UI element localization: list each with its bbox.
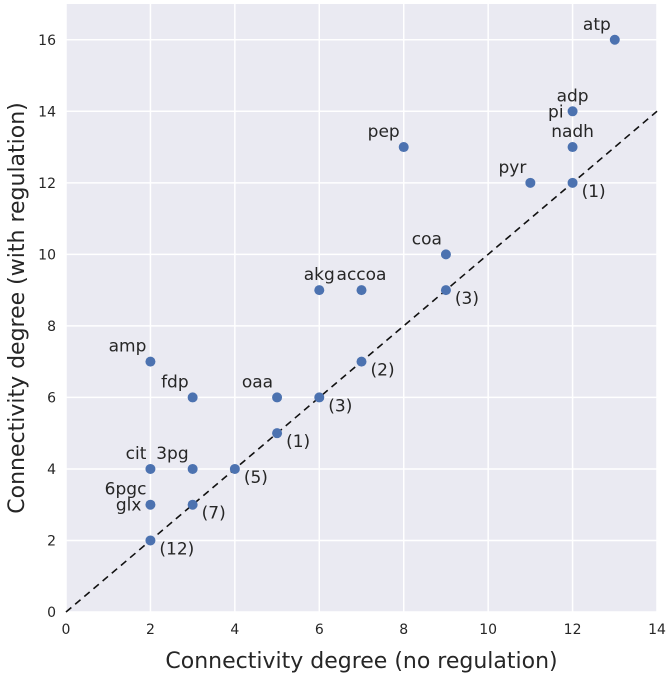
point-label: (2) — [371, 361, 395, 381]
point-label: 3pg — [156, 444, 188, 464]
data-point — [272, 392, 283, 403]
x-tick-label: 6 — [315, 622, 324, 638]
data-point — [272, 428, 283, 439]
y-tick-label: 14 — [38, 104, 56, 120]
data-point — [187, 499, 198, 510]
x-tick-label: 10 — [479, 622, 497, 638]
point-label: adp — [557, 86, 589, 106]
data-point — [145, 499, 156, 510]
point-label: (3) — [455, 289, 479, 309]
data-points — [145, 34, 620, 546]
point-label: (12) — [159, 539, 194, 559]
y-tick-label: 4 — [47, 462, 56, 478]
y-tick-label: 16 — [38, 33, 56, 49]
tick-labels: 0 2 4 6 8 10 12 14 0 2 4 6 8 10 12 14 16 — [38, 33, 666, 638]
point-label: (1) — [286, 432, 310, 452]
y-axis-title: Connectivity degree (with regulation) — [5, 102, 30, 514]
data-point — [440, 249, 451, 260]
point-label: 6pgc — [105, 480, 147, 500]
data-point — [314, 285, 325, 296]
data-point — [440, 285, 451, 296]
point-label: amp — [109, 337, 147, 357]
data-point — [567, 106, 578, 117]
data-point — [145, 356, 156, 367]
x-tick-label: 12 — [564, 622, 582, 638]
point-label: cit — [126, 444, 147, 464]
data-point — [567, 142, 578, 153]
point-label: (5) — [244, 468, 268, 488]
x-tick-label: 8 — [399, 622, 408, 638]
data-point — [187, 392, 198, 403]
data-point — [567, 177, 578, 188]
point-label: (7) — [202, 504, 226, 524]
y-tick-label: 8 — [47, 319, 56, 335]
data-point — [229, 463, 240, 474]
x-tick-label: 0 — [62, 622, 71, 638]
point-label: (3) — [328, 396, 352, 416]
data-point — [356, 285, 367, 296]
point-label: pep — [368, 122, 400, 142]
y-tick-label: 6 — [47, 390, 56, 406]
y-tick-label: 10 — [38, 247, 56, 263]
y-tick-label: 0 — [47, 605, 56, 621]
x-tick-label: 2 — [146, 622, 155, 638]
y-tick-label: 2 — [47, 533, 56, 549]
point-label: (1) — [582, 182, 606, 202]
point-label: coa — [412, 229, 442, 249]
data-point — [187, 463, 198, 474]
data-point — [609, 34, 620, 45]
point-label: atp — [583, 15, 611, 35]
data-point — [356, 356, 367, 367]
data-point — [314, 392, 325, 403]
point-label: fdp — [161, 372, 189, 392]
grid-lines — [65, 4, 658, 613]
point-label: accoa — [337, 265, 387, 285]
data-point — [145, 463, 156, 474]
data-point — [525, 177, 536, 188]
point-label: nadh — [551, 122, 594, 142]
y-tick-label: 12 — [38, 176, 56, 192]
point-label: akg — [304, 265, 335, 285]
point-label: oaa — [242, 372, 273, 392]
x-axis-title: Connectivity degree (no regulation) — [165, 649, 557, 674]
data-point — [145, 535, 156, 546]
point-label: pi — [548, 102, 564, 122]
data-point — [398, 142, 409, 153]
x-tick-label: 4 — [230, 622, 239, 638]
point-label: glx — [116, 496, 142, 516]
x-tick-label: 14 — [648, 622, 666, 638]
point-label: pyr — [499, 158, 527, 178]
plot-background — [66, 4, 657, 612]
